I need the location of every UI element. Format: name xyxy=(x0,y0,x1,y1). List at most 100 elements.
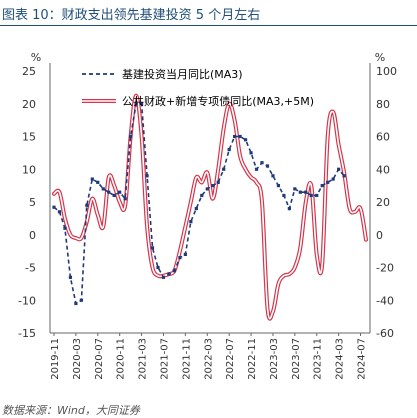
infrastructure-data-point xyxy=(271,174,274,177)
infrastructure-data-point xyxy=(211,184,214,187)
infrastructure-data-point xyxy=(162,276,165,279)
infrastructure-data-point xyxy=(288,207,291,210)
x-tick-label: 2022-11 xyxy=(247,338,258,380)
infrastructure-data-point xyxy=(228,148,231,151)
infrastructure-data-point xyxy=(233,135,236,138)
infrastructure-data-point xyxy=(244,138,247,141)
infrastructure-data-point xyxy=(282,194,285,197)
x-axis-ticks: 2019-11 2020-03 2020-07 2020-11 2021-03 2021-… xyxy=(50,333,368,380)
left-tick-label: -10 xyxy=(18,294,36,307)
infrastructure-data-point xyxy=(249,151,252,154)
left-tick-label: 0 xyxy=(29,229,36,242)
right-axis-ticks: -60 -40 -20 0 20 40 60 80 100 xyxy=(376,65,397,340)
infrastructure-data-point xyxy=(321,184,324,187)
right-tick-label: 0 xyxy=(376,229,383,242)
infrastructure-data-point xyxy=(63,227,66,230)
left-tick-label: -15 xyxy=(18,327,36,340)
x-tick-label: 2024-03 xyxy=(335,338,346,380)
infrastructure-data-point xyxy=(107,191,110,194)
infrastructure-data-point xyxy=(206,187,209,190)
x-tick-label: 2022-03 xyxy=(203,338,214,380)
infrastructure-data-point xyxy=(52,206,55,209)
infrastructure-data-point xyxy=(69,276,72,279)
legend-label-infrastructure: 基建投资当月同比(MA3) xyxy=(122,67,243,81)
infrastructure-data-point xyxy=(74,302,77,305)
infrastructure-data-point xyxy=(332,177,335,180)
infrastructure-data-point xyxy=(58,210,61,213)
infrastructure-data-point xyxy=(337,168,340,171)
left-tick-label: 10 xyxy=(22,163,36,176)
right-tick-label: 100 xyxy=(376,65,397,78)
infrastructure-data-point xyxy=(239,135,242,138)
x-tick-label: 2023-07 xyxy=(291,338,302,380)
right-tick-label: -60 xyxy=(376,327,394,340)
legend-label-fiscal: 公共财政+新增专项债同比(MA3,+5M) xyxy=(122,94,314,108)
infrastructure-data-point xyxy=(293,187,296,190)
infrastructure-series-line xyxy=(54,104,344,304)
x-tick-label: 2021-11 xyxy=(181,338,192,380)
infrastructure-data-point xyxy=(310,194,313,197)
fiscal-series-line-inner xyxy=(54,96,366,319)
figure-title: 图表 10：财政支出领先基建投资 5 个月左右 xyxy=(2,4,260,23)
infrastructure-data-point xyxy=(277,184,280,187)
infrastructure-data-point xyxy=(80,299,83,302)
infrastructure-data-point xyxy=(167,272,170,275)
right-tick-label: 20 xyxy=(376,196,390,209)
infrastructure-data-point xyxy=(124,197,127,200)
infrastructure-data-point xyxy=(151,246,154,249)
left-axis-unit: % xyxy=(31,51,41,64)
infrastructure-data-point xyxy=(304,191,307,194)
x-tick-label: 2019-11 xyxy=(50,338,61,380)
x-tick-label: 2020-11 xyxy=(116,338,127,380)
chart-legend: 基建投资当月同比(MA3) 公共财政+新增专项债同比(MA3,+5M) xyxy=(82,67,314,108)
left-tick-label: 25 xyxy=(22,65,36,78)
infrastructure-data-point xyxy=(102,187,105,190)
infrastructure-data-point xyxy=(85,204,88,207)
infrastructure-data-point xyxy=(189,220,192,223)
x-tick-label: 2021-07 xyxy=(159,338,170,380)
chart-axes: %% xyxy=(31,51,385,333)
left-tick-label: 20 xyxy=(22,98,36,111)
x-tick-label: 2020-07 xyxy=(94,338,105,380)
x-tick-label: 2023-03 xyxy=(269,338,280,380)
left-tick-label: -5 xyxy=(25,262,36,275)
infrastructure-data-point xyxy=(343,174,346,177)
right-tick-label: -20 xyxy=(376,262,394,275)
infrastructure-data-point xyxy=(299,191,302,194)
x-tick-label: 2020-03 xyxy=(72,338,83,380)
dual-axis-line-chart: %% -15 -10 -5 0 5 10 15 20 25 -60 -40 -20 0 20 40 60 80… xyxy=(0,26,417,402)
left-axis-ticks: -15 -10 -5 0 5 10 15 20 25 xyxy=(18,65,36,340)
infrastructure-data-point xyxy=(156,266,159,269)
infrastructure-data-point xyxy=(260,161,263,164)
left-tick-label: 15 xyxy=(22,131,36,144)
right-axis-unit: % xyxy=(375,51,385,64)
infrastructure-data-point xyxy=(195,207,198,210)
infrastructure-data-point xyxy=(145,174,148,177)
right-tick-label: -40 xyxy=(376,294,394,307)
x-tick-label: 2022-07 xyxy=(225,338,236,380)
infrastructure-data-point xyxy=(91,177,94,180)
right-tick-label: 60 xyxy=(376,131,390,144)
infrastructure-data-point xyxy=(217,181,220,184)
right-tick-label: 80 xyxy=(376,98,390,111)
infrastructure-data-point xyxy=(200,194,203,197)
infrastructure-data-point xyxy=(326,181,329,184)
fiscal-series-group xyxy=(54,95,366,318)
x-tick-label: 2021-03 xyxy=(138,338,149,380)
infrastructure-data-point xyxy=(178,256,181,259)
left-tick-label: 5 xyxy=(29,196,36,209)
infrastructure-data-point xyxy=(113,194,116,197)
x-tick-label: 2024-07 xyxy=(357,338,368,380)
x-tick-label: 2023-11 xyxy=(313,338,324,380)
infrastructure-data-point xyxy=(184,253,187,256)
infrastructure-data-point xyxy=(222,168,225,171)
infrastructure-data-point xyxy=(129,135,132,138)
infrastructure-data-point xyxy=(173,269,176,272)
infrastructure-data-point xyxy=(96,181,99,184)
infrastructure-data-point xyxy=(255,168,258,171)
infrastructure-data-point xyxy=(118,191,121,194)
right-tick-label: 40 xyxy=(376,163,390,176)
fiscal-series-line-outer xyxy=(54,96,366,319)
infrastructure-data-point xyxy=(315,194,318,197)
infrastructure-data-point xyxy=(266,164,269,167)
